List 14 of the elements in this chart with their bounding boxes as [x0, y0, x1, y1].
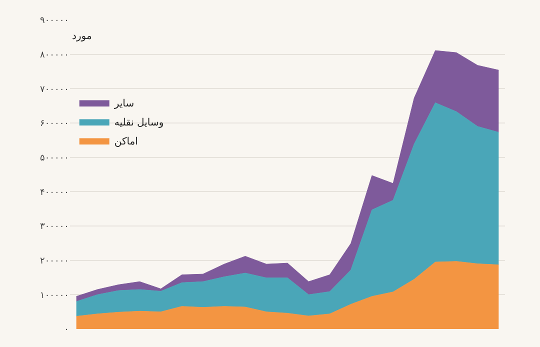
y-axis-title: مورد: [72, 31, 92, 42]
y-tick-label: ۳۰۰۰۰۰: [40, 222, 69, 232]
y-tick-label: ۱۰۰۰۰۰: [40, 290, 69, 301]
y-tick-label: ۶۰۰۰۰۰: [40, 119, 69, 130]
y-tick-label: ۰: [64, 325, 69, 336]
y-tick-label: ۴۰۰۰۰۰: [40, 188, 69, 198]
y-tick-label: ۲۰۰۰۰۰: [40, 256, 69, 266]
legend-label: اماکن: [114, 136, 138, 148]
legend-label: سایر: [113, 98, 134, 110]
y-tick-label: ۵۰۰۰۰۰: [40, 153, 69, 164]
legend-label: وسایل نقلیه: [114, 117, 164, 128]
y-tick-label: ۷۰۰۰۰۰: [40, 84, 69, 95]
y-tick-label: ۸۰۰۰۰۰: [40, 50, 69, 60]
y-tick-label: ۹۰۰۰۰۰: [40, 16, 69, 26]
